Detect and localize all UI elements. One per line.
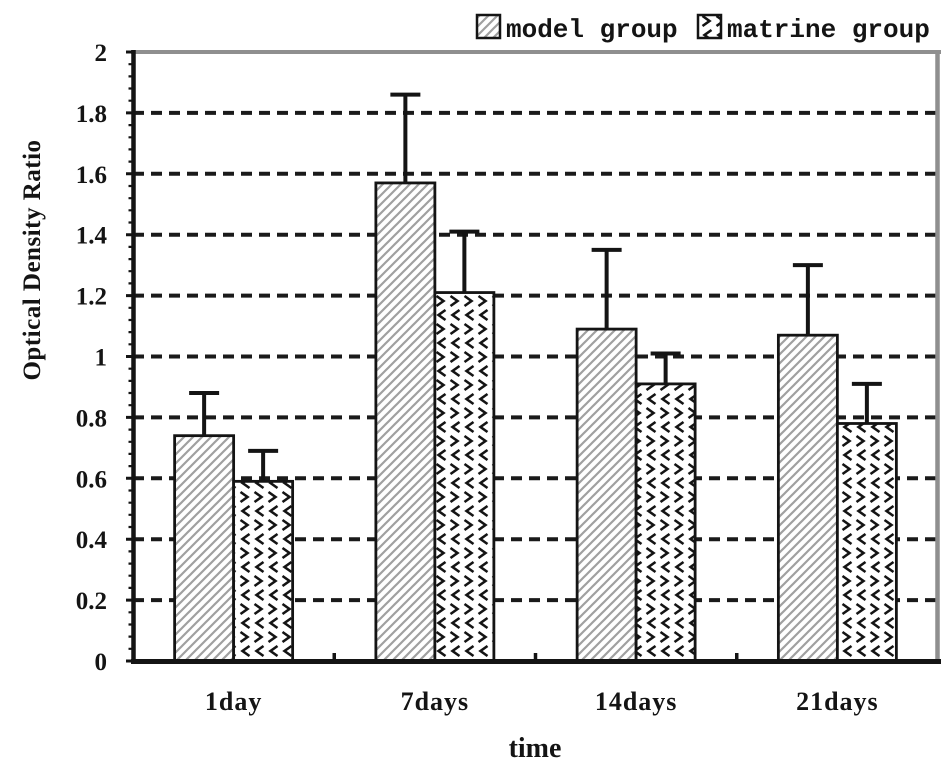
x-axis-title: time <box>509 733 562 764</box>
error-bar-model-group-14days <box>591 247 622 330</box>
error-bar-model-group-7days <box>390 92 421 183</box>
legend-swatch-diagonal-hatch-icon <box>475 13 502 40</box>
axes-layer <box>126 50 941 664</box>
y-tick-label-0.2: 0.2 <box>76 588 107 615</box>
error-bar-matrine-group-7days <box>449 229 480 293</box>
x-tick-label-1day: 1day <box>205 687 262 716</box>
bar-matrine-group-7days <box>433 291 496 663</box>
error-bar-model-group-1day <box>189 391 220 436</box>
bar-matrine-group-14days <box>634 382 697 663</box>
y-tick-label-1: 1 <box>95 345 108 372</box>
bar-matrine-group-1day <box>232 479 295 663</box>
error-bar-matrine-group-1day <box>248 448 279 482</box>
bar-model-group-1day <box>173 434 236 663</box>
y-tick-label-2: 2 <box>95 40 108 67</box>
error-bar-matrine-group-14days <box>650 351 681 384</box>
bar-matrine-group-21days <box>835 422 898 663</box>
x-tick-label-7days: 7days <box>401 687 470 716</box>
y-tick-label-1.4: 1.4 <box>76 223 108 250</box>
error-bar-matrine-group-21days <box>851 381 882 424</box>
legend: model group matrine group <box>475 13 930 45</box>
legend-label-model-group: model group <box>506 15 678 45</box>
error-bars-layer <box>189 92 882 482</box>
y-axis-major-ticks <box>126 50 134 663</box>
bar-model-group-7days <box>374 181 437 663</box>
y-tick-label-0.8: 0.8 <box>76 405 107 432</box>
tick-labels-layer: 0 0.2 0.4 0.6 0.8 1 1.2 1.4 1.6 1.8 2 1day 7days 14da… <box>76 40 879 716</box>
x-tick-label-21days: 21days <box>796 687 879 716</box>
bar-model-group-14days <box>575 327 638 663</box>
legend-label-matrine-group: matrine group <box>727 15 930 45</box>
legend-swatch-scale-pattern-icon <box>696 13 723 40</box>
error-bar-model-group-21days <box>792 263 823 336</box>
y-axis-title: Optical Density Ratio <box>19 139 46 380</box>
y-tick-label-1.2: 1.2 <box>76 284 107 311</box>
y-tick-label-1.6: 1.6 <box>76 162 107 189</box>
y-tick-label-0.4: 0.4 <box>76 527 108 554</box>
y-tick-label-0: 0 <box>95 649 108 676</box>
bars-layer <box>173 181 898 663</box>
y-tick-label-1.8: 1.8 <box>76 101 107 128</box>
bar-model-group-21days <box>776 333 839 663</box>
y-tick-label-0.6: 0.6 <box>76 466 107 493</box>
x-tick-label-14days: 14days <box>595 687 678 716</box>
